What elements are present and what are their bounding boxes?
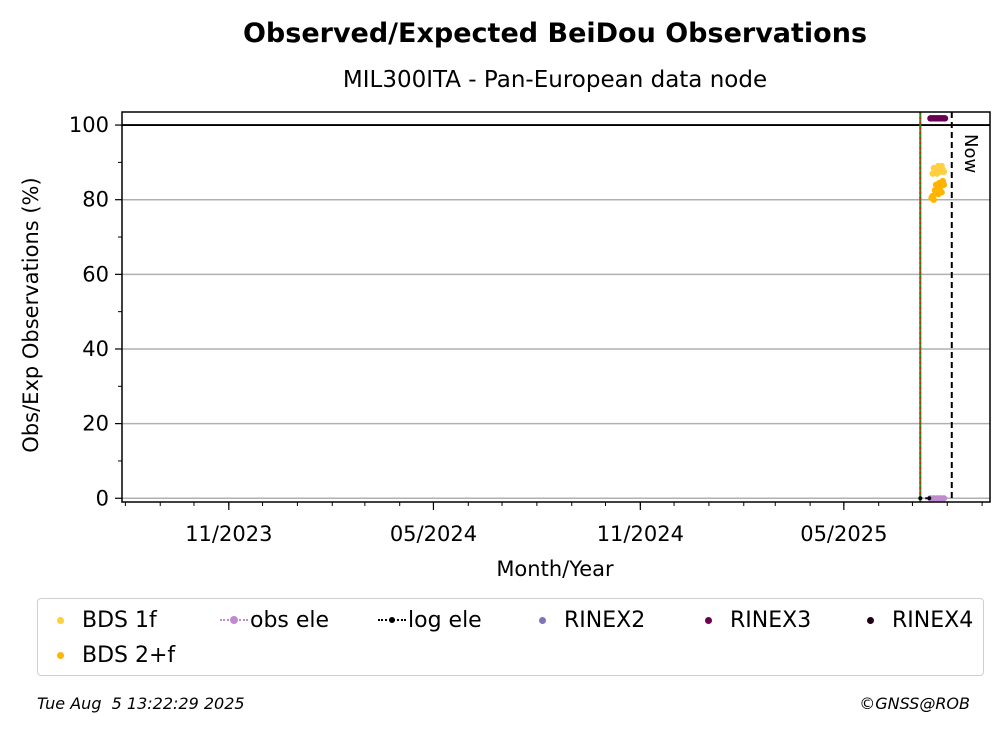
y-tick-label: 20 bbox=[82, 412, 109, 436]
copyright-credit: ©GNSS@ROB bbox=[859, 694, 970, 713]
legend-marker-log-ele bbox=[378, 607, 406, 633]
legend-label-rinex3: RINEX3 bbox=[730, 607, 812, 633]
legend-item-rinex2: RINEX2 bbox=[534, 607, 645, 633]
y-tick-label: 60 bbox=[82, 262, 109, 286]
y-axis-label: Obs/Exp Observations (%) bbox=[19, 177, 43, 452]
legend-label-bds-1f: BDS 1f bbox=[82, 607, 157, 633]
now-label: Now bbox=[960, 134, 981, 173]
legend-item-rinex4: RINEX4 bbox=[862, 607, 973, 633]
data-point-bds-1f bbox=[940, 168, 948, 175]
legend-item-bds-1f: BDS 1f bbox=[52, 607, 157, 633]
legend-marker-bds-2-f bbox=[52, 642, 80, 668]
legend-item-bds-2-f: BDS 2+f bbox=[52, 642, 175, 668]
legend-item-rinex3: RINEX3 bbox=[700, 607, 811, 633]
y-tick-label: 0 bbox=[96, 486, 109, 510]
legend-label-rinex4: RINEX4 bbox=[892, 607, 974, 633]
legend-label-obs-ele: obs ele bbox=[250, 607, 330, 633]
data-point-obs-ele bbox=[940, 495, 948, 502]
data-point-log-ele bbox=[918, 496, 923, 501]
plot-frame bbox=[121, 111, 991, 503]
legend-label-rinex2: RINEX2 bbox=[564, 607, 646, 633]
data-point-bds-2-f bbox=[930, 196, 937, 203]
x-axis-label: Month/Year bbox=[496, 557, 614, 581]
data-point-rinex3 bbox=[941, 115, 949, 122]
legend-marker-rinex2 bbox=[534, 607, 562, 633]
legend: BDS 1f obs ele log ele RINEX2 RINEX3 RINEX4 BD… bbox=[37, 598, 984, 676]
plot-area: 0 20 40 60 80 100 11/2023 05/2024 11/2024 05/2025… bbox=[69, 111, 991, 546]
y-tick-label: 100 bbox=[69, 113, 109, 137]
x-tick-label: 05/2025 bbox=[800, 522, 887, 546]
chart-canvas: Observed/Expected BeiDou Observations MI… bbox=[19, 18, 991, 581]
data-point-bds-2-f bbox=[938, 189, 945, 196]
legend-label-bds-2-f: BDS 2+f bbox=[82, 642, 176, 668]
y-tick-label: 40 bbox=[82, 337, 109, 361]
x-tick-label: 05/2024 bbox=[390, 522, 477, 546]
legend-marker-bds-1f bbox=[52, 607, 80, 633]
legend-item-log-ele: log ele bbox=[378, 607, 482, 633]
legend-marker-rinex3 bbox=[700, 607, 728, 633]
generated-timestamp: Tue Aug 5 13:22:29 2025 bbox=[37, 694, 245, 713]
data-point-bds-2-f bbox=[940, 181, 948, 188]
x-tick-label: 11/2023 bbox=[185, 522, 272, 546]
chart-subtitle: MIL300ITA - Pan-European data node bbox=[343, 67, 767, 93]
chart-title: Observed/Expected BeiDou Observations bbox=[243, 18, 867, 49]
x-tick-label: 11/2024 bbox=[597, 522, 684, 546]
legend-label-log-ele: log ele bbox=[408, 607, 482, 633]
legend-marker-rinex4 bbox=[862, 607, 890, 633]
legend-item-obs-ele: obs ele bbox=[220, 607, 329, 633]
data-point-log-ele bbox=[927, 496, 932, 501]
y-tick-label: 80 bbox=[82, 188, 109, 212]
legend-marker-obs-ele bbox=[220, 607, 248, 633]
